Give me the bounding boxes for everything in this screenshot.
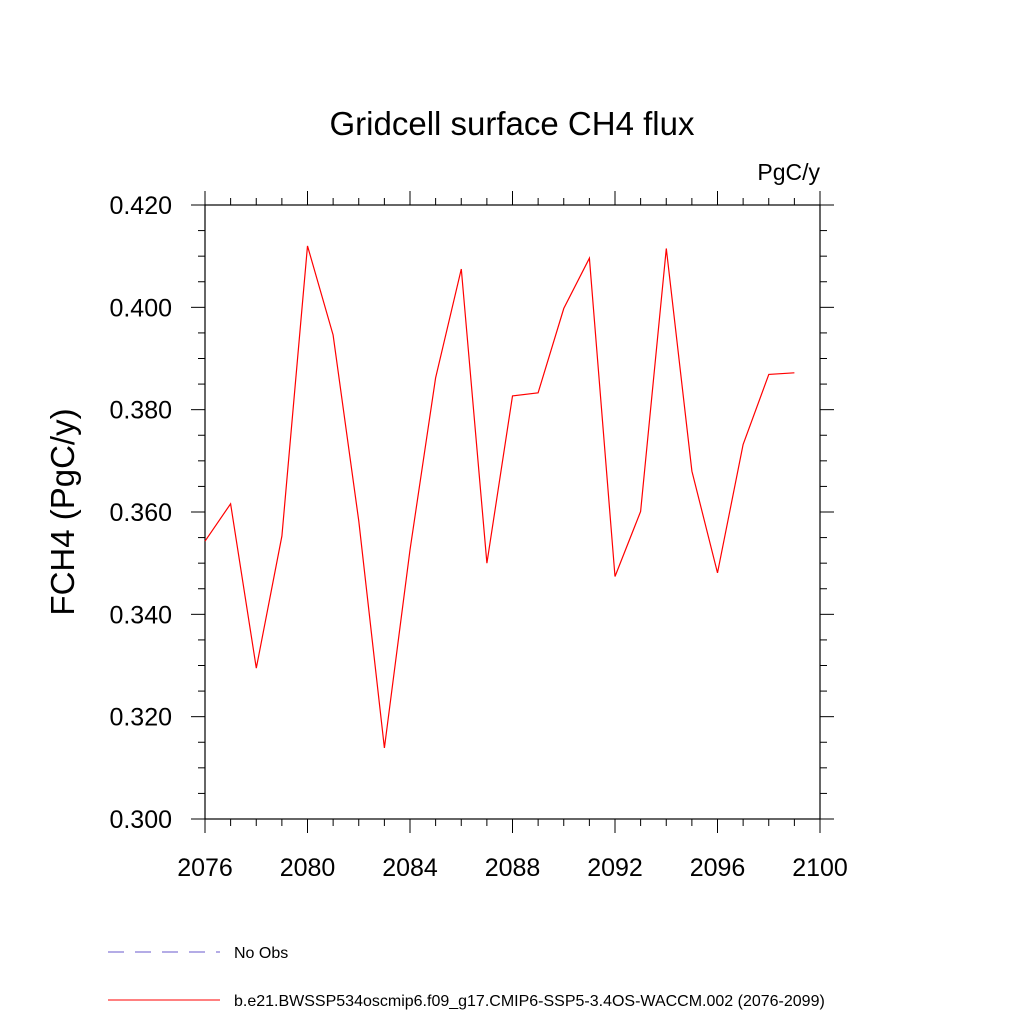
chart-title: Gridcell surface CH4 flux	[330, 105, 695, 142]
x-tick-label: 2092	[587, 854, 643, 882]
y-tick-label: 0.300	[109, 806, 172, 834]
legend-label: b.e21.BWSSP534oscmip6.f09_g17.CMIP6-SSP5…	[234, 993, 825, 1010]
y-axis-label: FCH4 (PgC/y)	[44, 408, 81, 615]
legend-label: No Obs	[234, 945, 288, 962]
legend: No Obs b.e21.BWSSP534oscmip6.f09_g17.CMIP…	[108, 945, 825, 1010]
x-tick-label: 2096	[690, 854, 746, 882]
y-tick-label: 0.340	[109, 601, 172, 629]
x-tick-label: 2088	[485, 854, 541, 882]
y-tick-label: 0.400	[109, 294, 172, 322]
axis-ticks: 2076 2080 2084 2088 2092 2096 2100 0.300 0.320 0.…	[109, 191, 848, 882]
y-tick-label: 0.360	[109, 499, 172, 527]
series-layer	[204, 245, 795, 748]
y-tick-label: 0.320	[109, 704, 172, 732]
y-tick-label: 0.420	[109, 192, 172, 220]
x-tick-label: 2080	[280, 854, 336, 882]
series-line	[204, 245, 795, 748]
units-label: PgC/y	[757, 159, 820, 185]
x-tick-label: 2084	[382, 854, 438, 882]
plot-frame	[204, 204, 821, 820]
x-tick-label: 2100	[792, 854, 848, 882]
x-tick-label: 2076	[177, 854, 233, 882]
y-tick-label: 0.380	[109, 397, 172, 425]
